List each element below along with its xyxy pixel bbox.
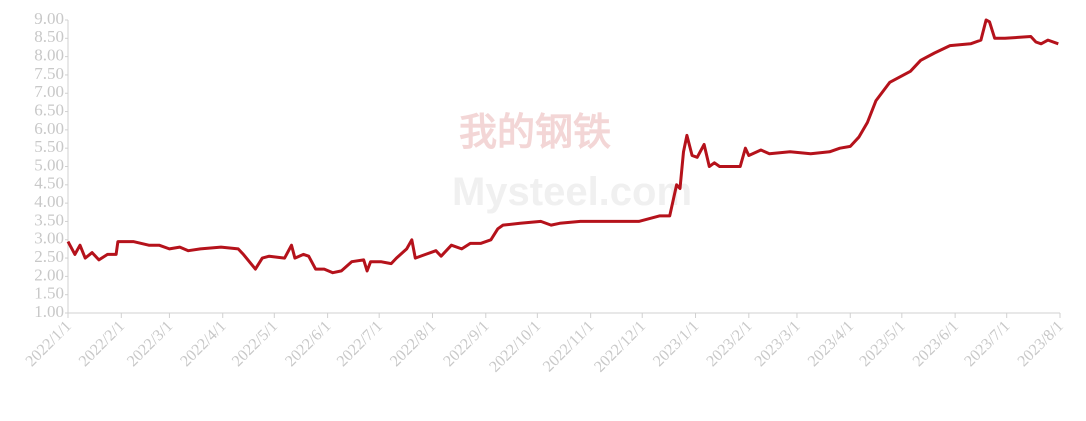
y-tick-label: 2.00 — [34, 265, 64, 284]
y-tick-label: 4.00 — [34, 192, 64, 211]
y-tick-label: 9.00 — [34, 9, 64, 28]
x-tick-label: 2022/9/1 — [440, 318, 492, 370]
y-tick-label: 1.00 — [34, 302, 64, 321]
y-tick-label: 7.00 — [34, 82, 64, 101]
y-tick-label: 6.00 — [34, 119, 64, 138]
y-tick-label: 5.00 — [34, 155, 64, 174]
x-tick-label: 2023/4/1 — [805, 318, 857, 370]
y-tick-label: 4.50 — [34, 174, 64, 193]
x-tick-label: 2022/6/1 — [282, 318, 334, 370]
x-tick-label: 2023/8/1 — [1015, 318, 1067, 370]
y-tick-label: 6.50 — [34, 100, 64, 119]
x-tick-label: 2022/4/1 — [177, 318, 229, 370]
x-tick-label: 2022/11/1 — [540, 318, 597, 375]
x-tick-label: 2023/2/1 — [703, 318, 755, 370]
x-tick-label: 2023/7/1 — [961, 318, 1013, 370]
x-tick-label: 2023/1/1 — [650, 318, 702, 370]
y-tick-label: 3.50 — [34, 210, 64, 229]
x-tick-label: 2022/5/1 — [229, 318, 281, 370]
y-tick-label: 5.50 — [34, 137, 64, 156]
x-tick-label: 2022/8/1 — [387, 318, 439, 370]
x-tick-label: 2023/6/1 — [910, 318, 962, 370]
x-tick-label: 2023/3/1 — [752, 318, 804, 370]
x-tick-label: 2022/10/1 — [486, 318, 544, 376]
x-tick-label: 2022/2/1 — [76, 318, 128, 370]
watermark-brand: 我的钢铁 — [459, 110, 611, 154]
y-tick-label: 1.50 — [34, 284, 64, 303]
x-tick-label: 2022/12/1 — [591, 318, 649, 376]
y-tick-label: 8.00 — [34, 46, 64, 65]
x-tick-label: 2022/3/1 — [124, 318, 176, 370]
y-tick-label: 7.50 — [34, 64, 64, 83]
y-tick-label: 3.00 — [34, 229, 64, 248]
y-tick-label: 8.50 — [34, 27, 64, 46]
line-series — [66, 18, 1059, 275]
y-tick-label: 2.50 — [34, 247, 64, 266]
x-tick-label: 2022/1/1 — [23, 318, 75, 370]
x-tick-label: 2022/7/1 — [334, 318, 386, 370]
x-tick-label: 2023/5/1 — [856, 318, 908, 370]
watermark-site: Mysteel.com — [452, 170, 692, 214]
